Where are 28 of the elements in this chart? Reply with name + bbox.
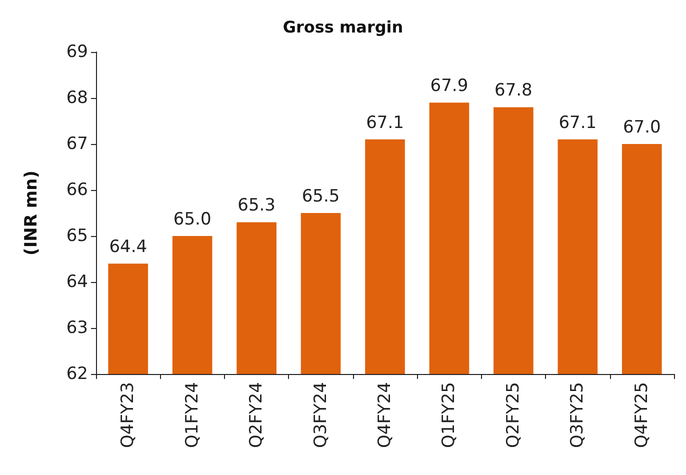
chart-title: Gross margin: [282, 18, 404, 36]
data-label: 67.8: [494, 80, 532, 101]
y-tick-label: 63: [66, 318, 88, 338]
y-tick-label: 69: [66, 42, 88, 62]
data-label: 64.4: [109, 237, 148, 258]
x-tick-label: Q4FY25: [632, 382, 652, 448]
y-tick-label: 68: [66, 88, 88, 108]
data-label: 65.0: [173, 210, 212, 230]
y-tick-label: 66: [66, 180, 88, 200]
x-tick-label: Q2FY25: [503, 382, 524, 448]
data-label: 67.0: [622, 118, 661, 138]
x-tick-label: Q1FY25: [439, 382, 460, 448]
x-tick-label: Q4FY24: [375, 382, 395, 448]
x-tick-label: Q4FY23: [118, 382, 138, 448]
data-label: 67.9: [430, 76, 468, 96]
x-tick-label: Q2FY24: [246, 382, 267, 448]
x-tick-label: Q1FY24: [182, 382, 202, 448]
y-tick-label: 65: [66, 226, 88, 246]
data-label: 65.5: [302, 186, 340, 206]
y-tick-label: 67: [66, 134, 88, 154]
data-label: 65.3: [238, 196, 276, 216]
y-tick-label: 64: [66, 272, 88, 292]
x-tick-label: Q3FY25: [568, 382, 588, 448]
y-tick-label: 62: [66, 364, 88, 384]
data-label: 67.1: [366, 112, 404, 133]
data-label: 67.1: [558, 112, 597, 133]
y-axis-title: (INR mn): [22, 170, 42, 256]
x-tick-label: Q3FY24: [310, 382, 331, 448]
